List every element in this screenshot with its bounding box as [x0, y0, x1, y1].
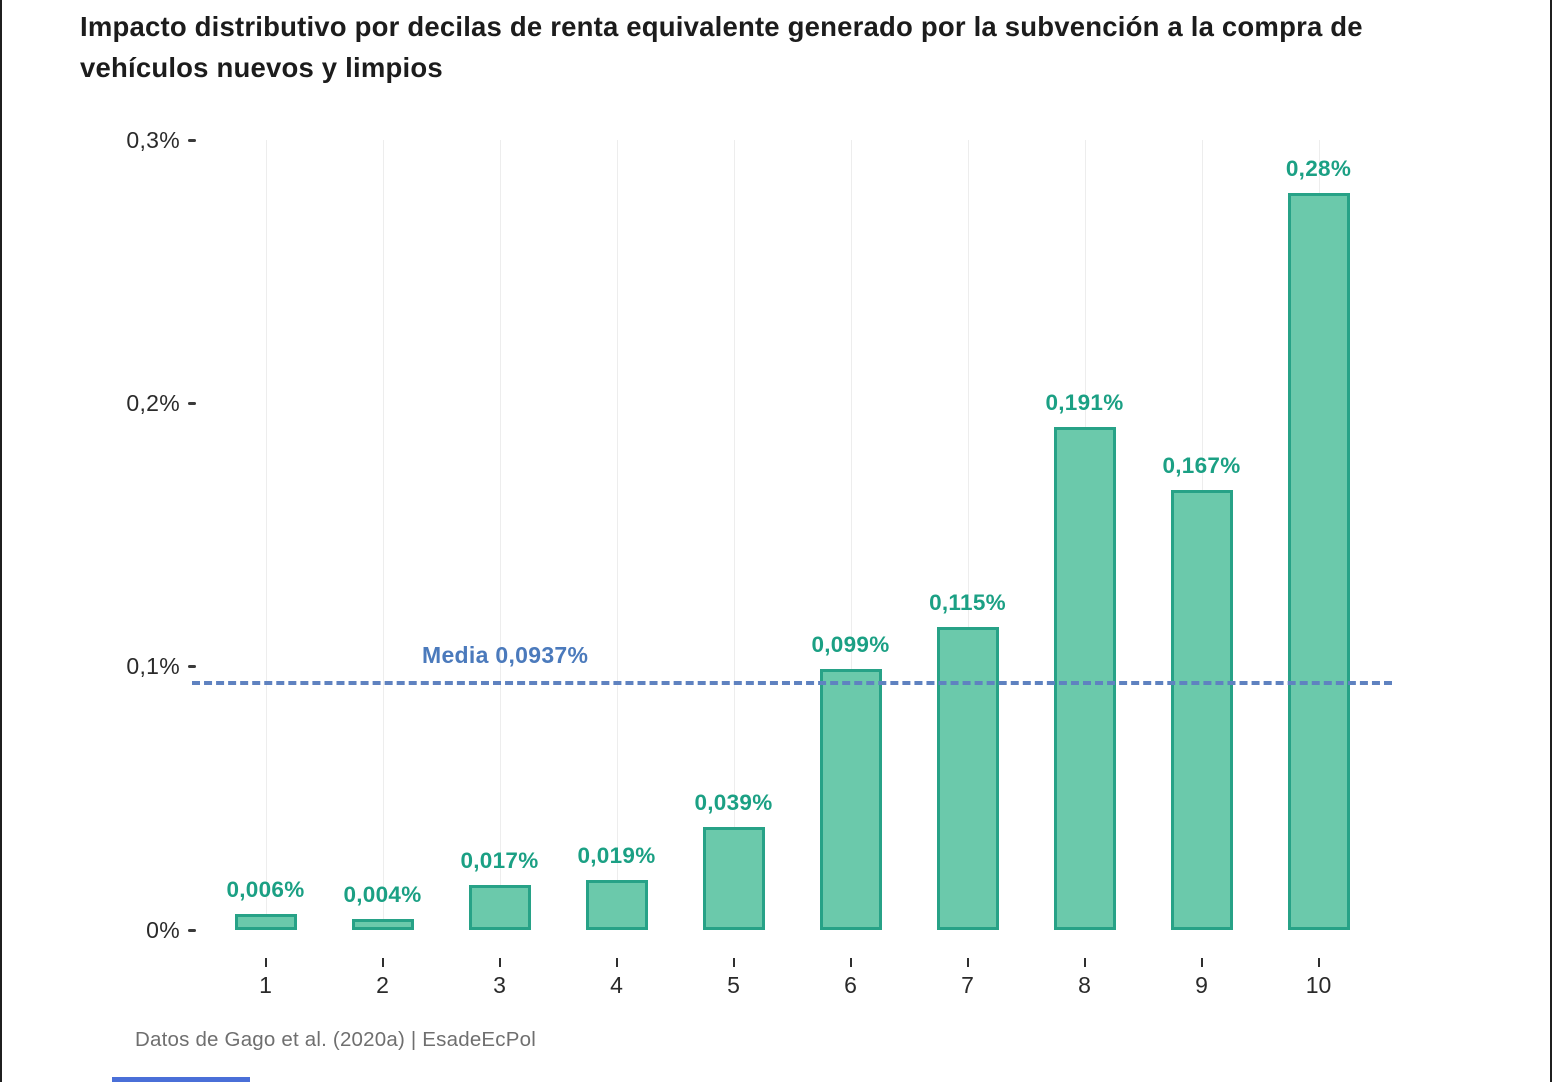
x-axis-tick-mark — [1083, 958, 1086, 967]
x-axis-tick-mark — [732, 958, 735, 967]
mean-line-label: Media 0,0937% — [422, 642, 589, 668]
bar-value-label: 0,006% — [226, 877, 305, 903]
gridline — [967, 140, 969, 930]
bar-column: 0,28% — [1260, 140, 1377, 930]
bar-value-label: 0,167% — [1162, 453, 1241, 479]
gridline — [850, 140, 852, 930]
mean-line — [192, 681, 1392, 686]
bar-column: 0,191% — [1026, 140, 1143, 930]
y-axis-tick-mark — [188, 665, 196, 669]
gridline — [382, 140, 384, 930]
source-caption: Datos de Gago et al. (2020a) | EsadeEcPo… — [135, 1028, 536, 1051]
bar-value-label: 0,039% — [694, 790, 773, 816]
y-axis-tick-label: 0,2% — [126, 389, 180, 416]
y-axis-tick: 0% — [82, 916, 196, 944]
x-axis-tick-label: 7 — [961, 972, 974, 998]
bar-value-label: 0,28% — [1285, 155, 1352, 181]
x-axis-tick-label: 3 — [493, 972, 506, 998]
y-axis-tick-label: 0% — [146, 916, 180, 943]
x-axis-tick-mark — [264, 958, 267, 967]
x-axis-tick-label: 10 — [1305, 972, 1332, 998]
bar — [585, 879, 648, 930]
bar-column: 0,039% — [675, 140, 792, 930]
y-axis-tick: 0,3% — [82, 126, 196, 154]
gridline — [499, 140, 501, 930]
x-axis-tick-mark — [615, 958, 618, 967]
bar — [936, 627, 999, 930]
x-axis-tick-mark — [498, 958, 501, 967]
x-axis-tick-label: 9 — [1195, 972, 1208, 998]
bar — [1053, 427, 1116, 930]
bar-value-label: 0,115% — [929, 590, 1006, 616]
x-axis-tick-label: 2 — [376, 972, 389, 998]
y-axis-tick-mark — [188, 928, 196, 932]
bar — [351, 919, 414, 930]
x-axis-tick-mark — [849, 958, 852, 967]
x-axis-tick-label: 4 — [610, 972, 623, 998]
bar — [819, 669, 882, 930]
bar — [702, 827, 765, 930]
x-axis-tick-mark — [1317, 958, 1320, 967]
y-axis-tick-mark — [188, 401, 196, 405]
bar-value-label: 0,019% — [577, 842, 656, 868]
bar-value-label: 0,004% — [343, 882, 422, 908]
bar — [1287, 192, 1350, 930]
x-axis-tick-label: 8 — [1078, 972, 1091, 998]
x-axis-tick-mark — [1200, 958, 1203, 967]
y-axis-tick-label: 0,3% — [126, 126, 180, 153]
plot-area: 0,006% 0,004% 0,017% 0,019% 0,039% 0,099% 0,11… — [207, 140, 1377, 930]
bar — [234, 914, 297, 930]
bar-column: 0,019% — [558, 140, 675, 930]
y-axis-tick-mark — [188, 138, 196, 142]
x-axis-tick-label: 1 — [259, 972, 272, 998]
bar-value-label: 0,191% — [1045, 390, 1124, 416]
x-axis-tick-mark — [966, 958, 969, 967]
bar-value-label: 0,017% — [460, 848, 539, 874]
bar-column: 0,006% — [207, 140, 324, 930]
x-axis-tick-label: 5 — [727, 972, 740, 998]
x-axis-tick-label: 6 — [844, 972, 857, 998]
y-axis-tick-label: 0,1% — [126, 653, 180, 680]
bar-value-label: 0,099% — [811, 632, 890, 658]
bar-column: 0,115% — [909, 140, 1026, 930]
y-axis-tick: 0,2% — [82, 389, 196, 417]
y-axis-tick: 0,1% — [82, 653, 196, 681]
bar-column: 0,017% — [441, 140, 558, 930]
chart-title: Impacto distributivo por decilas de rent… — [80, 11, 1363, 83]
bar-column: 0,167% — [1143, 140, 1260, 930]
gridline — [733, 140, 735, 930]
bar-column: 0,004% — [324, 140, 441, 930]
bottom-accent-line — [112, 1077, 250, 1082]
bar — [468, 885, 531, 930]
gridline — [616, 140, 618, 930]
bar-column: 0,099% — [792, 140, 909, 930]
gridline — [265, 140, 267, 930]
x-axis-tick-mark — [381, 958, 384, 967]
bar — [1170, 490, 1233, 930]
